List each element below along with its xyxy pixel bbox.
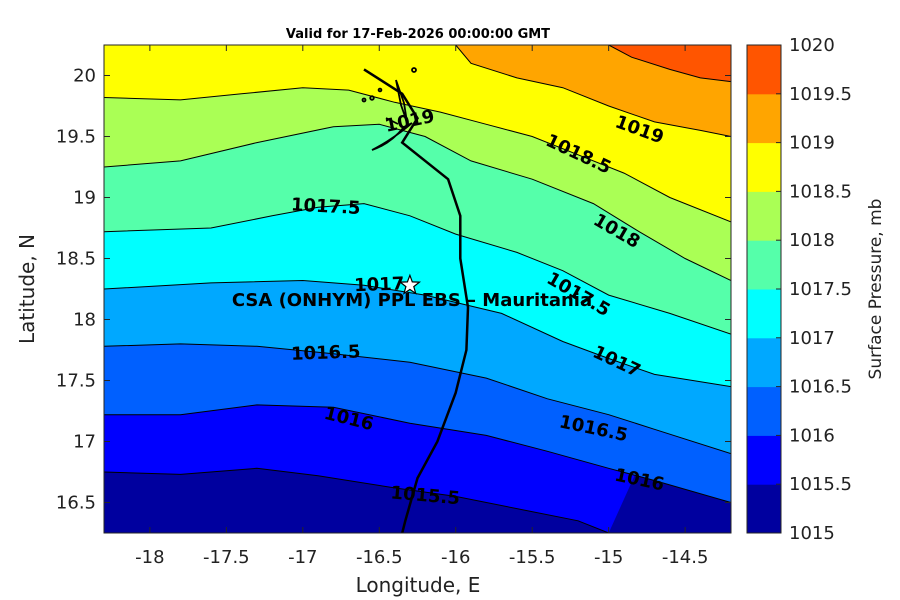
- colorbar-tick-label: 1019: [789, 133, 835, 154]
- y-tick-label: 18: [73, 310, 96, 331]
- site-label: CSA (ONHYM) PPL EBS – Mauritania: [232, 290, 592, 311]
- colorbar-swatch: [747, 289, 781, 339]
- contour-line-1016.5: [104, 343, 731, 455]
- colorbar-swatch: [747, 45, 781, 95]
- colorbar-tick-label: 1016: [789, 425, 835, 446]
- colorbar-tick-label: 1015.5: [789, 474, 852, 495]
- contour-line-1018.5: [104, 87, 731, 223]
- y-axis-label: Latitude, N: [15, 234, 39, 344]
- site-star-icon: [398, 273, 422, 295]
- coastline: [363, 68, 470, 533]
- island-outline: [371, 122, 413, 151]
- x-tick-label: -16: [441, 547, 470, 568]
- colorbar-tick-label: 1019.5: [789, 84, 852, 105]
- island-outline: [385, 117, 399, 125]
- colorbar: 1015 1015.5 1016 1016.5 1017 1017.5 1018 1018.5…: [746, 35, 852, 544]
- colorbar-tick-label: 1017.5: [789, 279, 852, 300]
- contour-label: 1017.5: [291, 194, 361, 219]
- x-tick-label: -15: [594, 547, 623, 568]
- colorbar-swatch: [747, 484, 781, 534]
- x-tick-label: -14.5: [662, 547, 709, 568]
- contour-line-1017.5: [104, 203, 731, 335]
- colorbar-tick-label: 1017: [789, 328, 835, 349]
- contour-line-1017: [104, 279, 731, 388]
- x-tick-label: -17: [288, 547, 317, 568]
- plot-area: 1019 10191018.510181017.51017.51017101710…: [104, 45, 731, 533]
- x-tick-label: -16.5: [356, 547, 403, 568]
- colorbar-tick-label: 1018.5: [789, 181, 852, 202]
- y-tick-label: 19: [73, 188, 96, 209]
- colorbar-swatch: [747, 337, 781, 388]
- colorbar-swatch: [747, 191, 781, 241]
- plot-frame: [103, 44, 732, 534]
- colorbar-swatch: [747, 435, 781, 485]
- colorbar-swatch: [747, 240, 781, 290]
- colorbar-tick-label: 1020: [789, 35, 835, 56]
- island-outline: [369, 95, 375, 101]
- band-1019: [455, 45, 731, 137]
- colorbar-swatch: [747, 386, 781, 436]
- contour-lines: [104, 45, 731, 533]
- x-tick-label: -15.5: [509, 547, 556, 568]
- contour-line-1016: [104, 404, 731, 503]
- band-1019.5: [608, 45, 731, 82]
- site-marker: [398, 273, 422, 295]
- y-tick-label: 19.5: [56, 127, 96, 148]
- colorbar-tick-label: 1015: [789, 523, 835, 544]
- contour-line-1019: [455, 45, 731, 137]
- chart-title: Valid for 17-Feb-2026 00:00:00 GMT: [286, 27, 550, 42]
- colorbar-tick-label: 1016.5: [789, 377, 852, 398]
- contour-label: 1017: [354, 273, 405, 296]
- island-outline: [361, 97, 367, 103]
- y-tick-label: 16.5: [56, 493, 96, 514]
- contour-line-1018: [104, 123, 731, 281]
- y-tick-label: 17: [73, 432, 96, 453]
- contour-line-1015.5: [104, 467, 609, 533]
- contour-label: 1016.5: [291, 341, 361, 364]
- colorbar-tick-label: 1018: [789, 230, 835, 251]
- colorbar-label: Surface Pressure, mb: [866, 199, 886, 380]
- x-tick-label: -17.5: [203, 547, 250, 568]
- colorbar-swatch: [747, 142, 781, 192]
- x-tick-label: -18: [135, 547, 164, 568]
- contour-line-1019.5: [608, 45, 731, 83]
- y-tick-label: 18.5: [56, 249, 96, 270]
- y-tick-label: 20: [73, 66, 96, 87]
- y-axis-ticks: 16.5 17 17.5 18 18.5 19 19.5 20: [56, 66, 731, 514]
- x-axis-ticks: -18 -17.5 -17 -16.5 -16 -15.5 -15 -14.5: [135, 45, 708, 568]
- y-tick-label: 17.5: [56, 371, 96, 392]
- island-outline: [395, 79, 408, 123]
- colorbar-swatch: [747, 93, 781, 144]
- x-axis-label: Longitude, E: [356, 573, 481, 597]
- island-outline: [377, 87, 383, 93]
- contour-bands: [104, 45, 731, 533]
- island-outline: [411, 67, 417, 73]
- banc-arguin-islands: [361, 67, 417, 151]
